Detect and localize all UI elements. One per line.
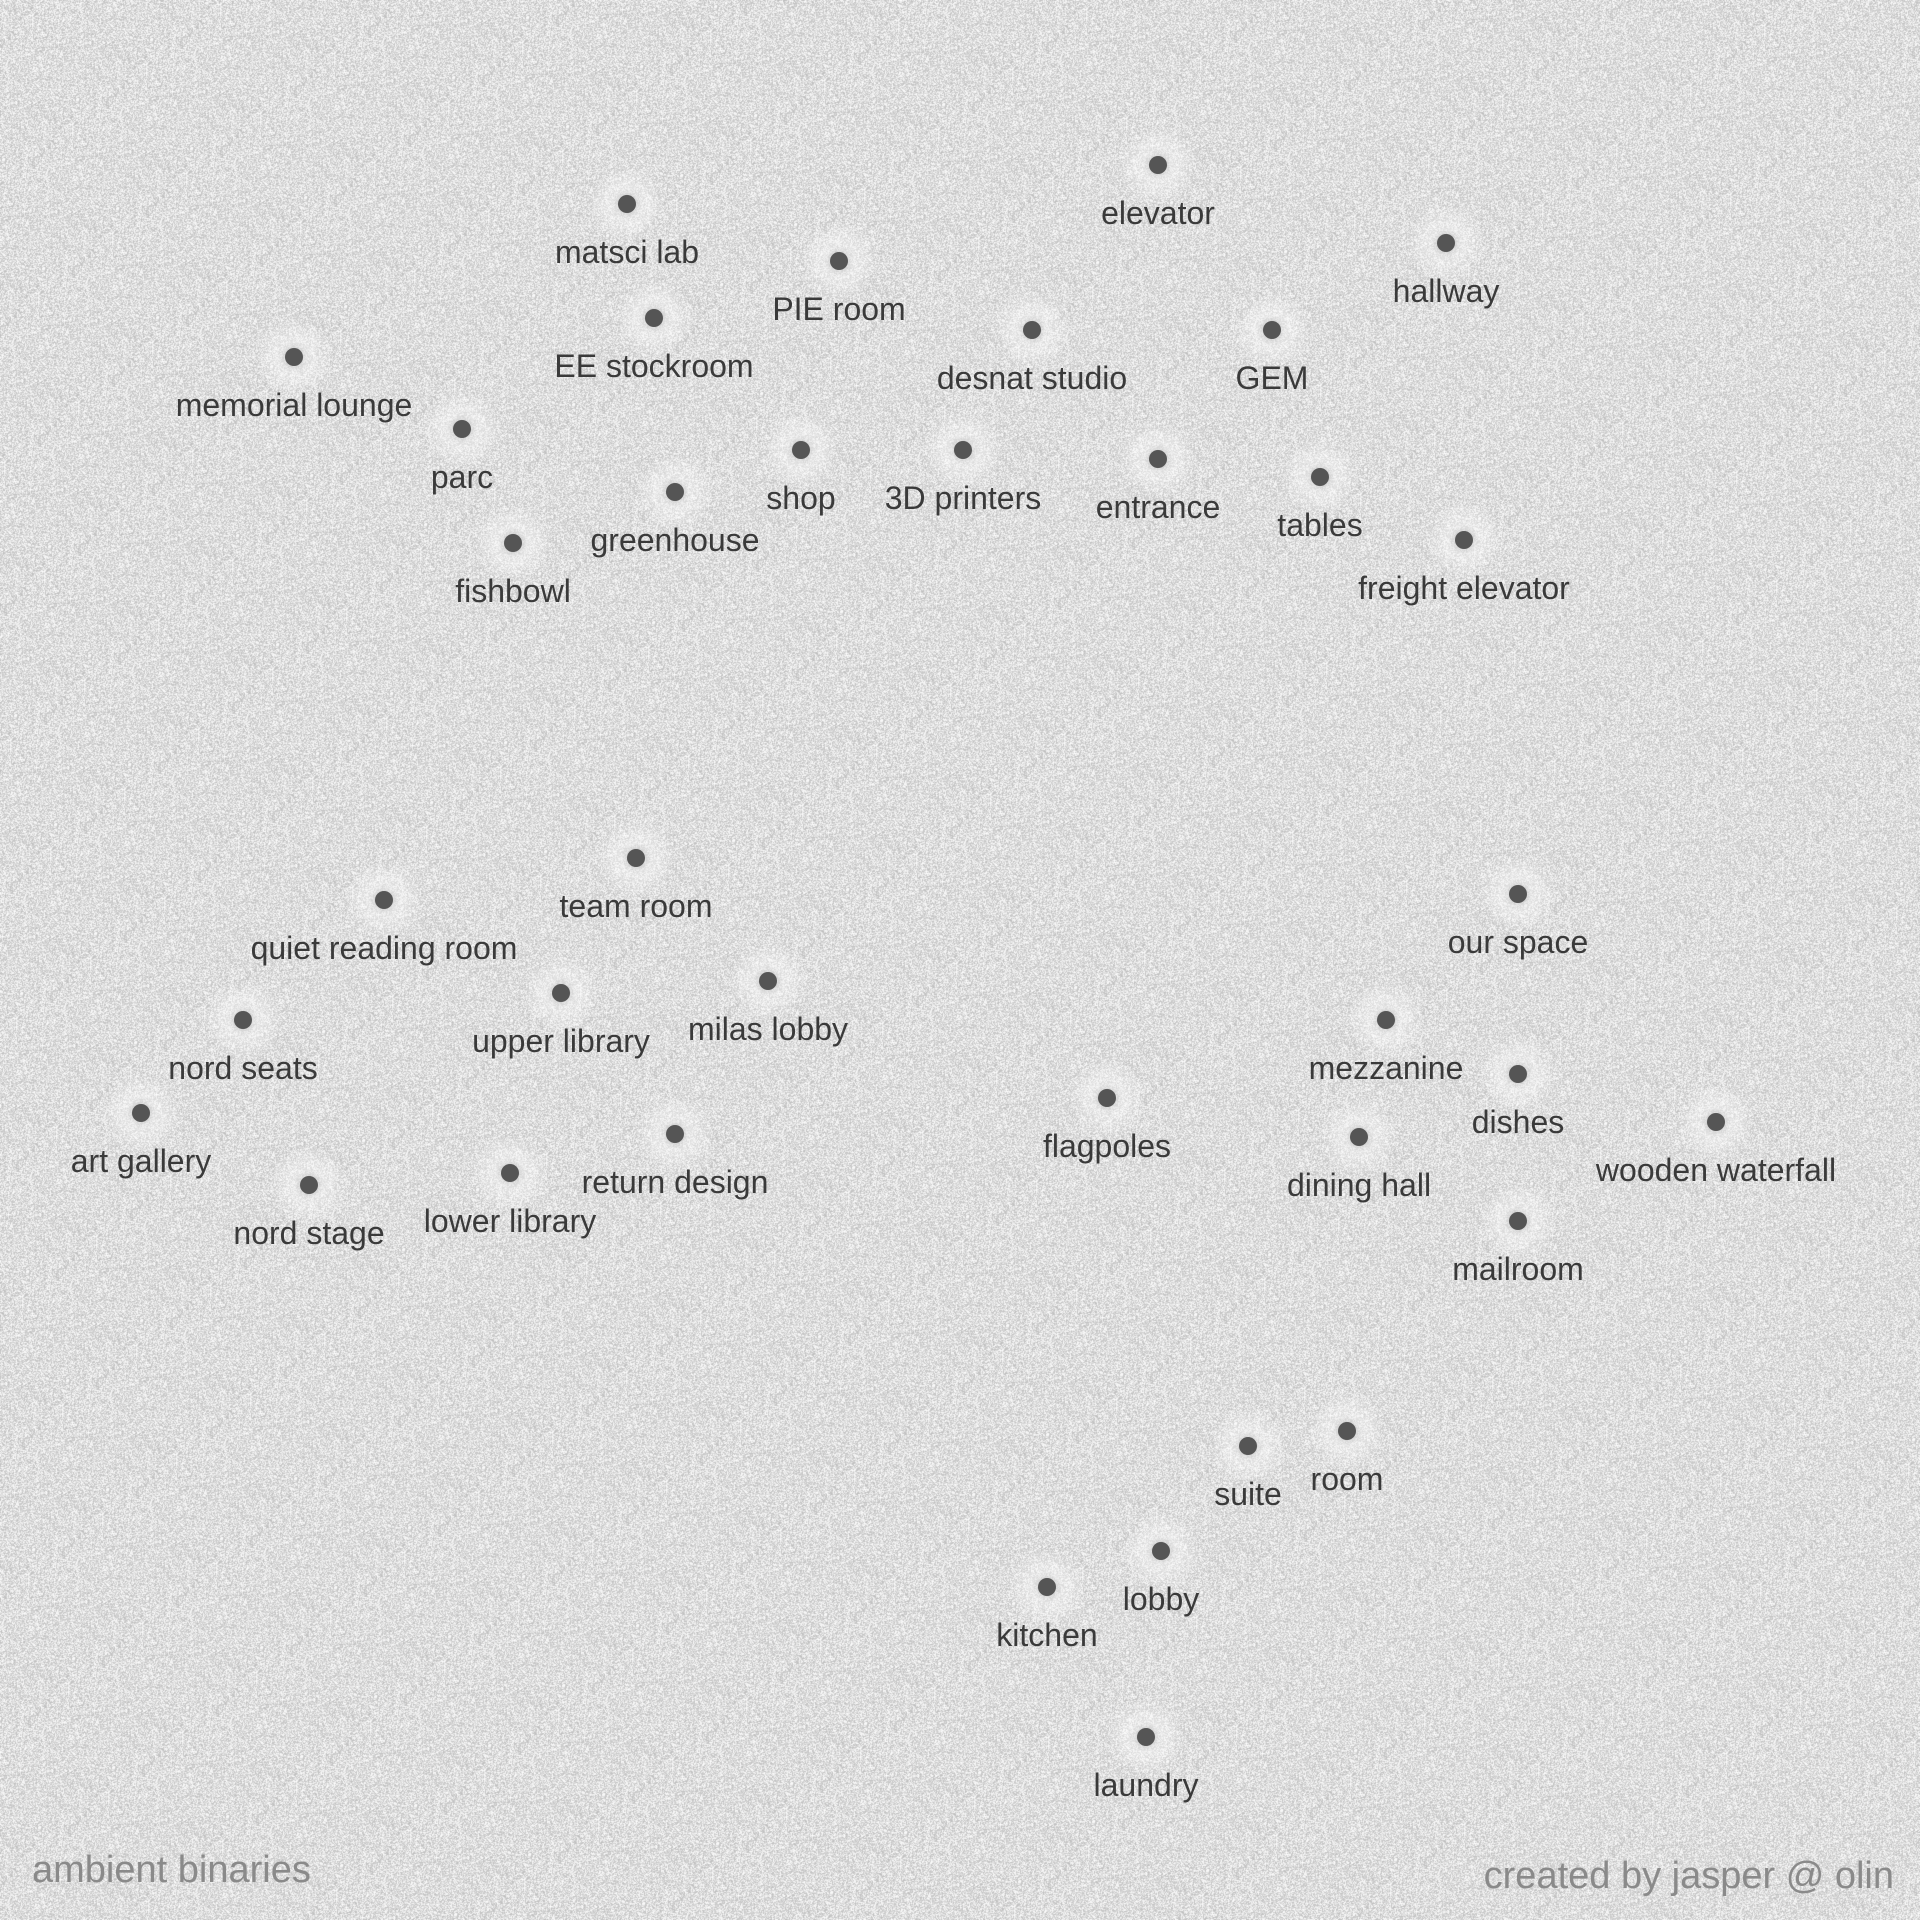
location-dot	[1038, 1578, 1056, 1596]
location-label: dishes	[1471, 1104, 1565, 1140]
location-dot	[552, 984, 570, 1002]
location-label: shop	[766, 480, 836, 516]
location-label: EE stockroom	[554, 348, 754, 384]
location-label: quiet reading room	[250, 930, 518, 966]
location-label: room	[1310, 1461, 1384, 1497]
location-dot	[1338, 1422, 1356, 1440]
location-dot	[1707, 1113, 1725, 1131]
location-dot	[645, 309, 663, 327]
location-label: milas lobby	[687, 1011, 849, 1047]
location-label: wooden waterfall	[1595, 1152, 1837, 1188]
location-label: upper library	[472, 1023, 650, 1059]
location-label: entrance	[1095, 489, 1221, 525]
location-dot	[285, 348, 303, 366]
location-label: return design	[581, 1164, 769, 1200]
location-dot	[627, 849, 645, 867]
location-label: suite	[1214, 1476, 1282, 1512]
location-label: GEM	[1235, 360, 1309, 396]
location-dot	[1350, 1128, 1368, 1146]
location-label: dining hall	[1286, 1167, 1432, 1203]
footer-credit: created by jasper @ olin	[1483, 1855, 1894, 1897]
location-dot	[830, 252, 848, 270]
location-label: memorial lounge	[175, 387, 413, 423]
location-dot	[666, 483, 684, 501]
location-dot	[375, 891, 393, 909]
location-dot	[132, 1104, 150, 1122]
location-label: 3D printers	[884, 480, 1042, 516]
location-label: laundry	[1093, 1767, 1199, 1803]
location-dot	[501, 1164, 519, 1182]
location-dot	[954, 441, 972, 459]
location-label: freight elevator	[1358, 570, 1570, 606]
location-label: elevator	[1101, 195, 1215, 231]
location-label: lobby	[1122, 1581, 1200, 1617]
location-dot	[1509, 885, 1527, 903]
location-label: kitchen	[996, 1617, 1098, 1653]
location-dot	[234, 1011, 252, 1029]
location-dot	[1455, 531, 1473, 549]
location-dot	[1149, 156, 1167, 174]
location-label: mailroom	[1452, 1251, 1584, 1287]
location-label: nord stage	[233, 1215, 385, 1251]
location-dot	[1149, 450, 1167, 468]
location-dot	[1377, 1011, 1395, 1029]
location-label: team room	[559, 888, 713, 924]
location-label: hallway	[1392, 273, 1500, 309]
location-label: mezzanine	[1308, 1050, 1464, 1086]
location-dot	[1509, 1065, 1527, 1083]
location-dot	[1152, 1542, 1170, 1560]
location-dot	[1239, 1437, 1257, 1455]
location-label: art gallery	[70, 1143, 212, 1179]
footer-title: ambient binaries	[32, 1849, 311, 1891]
location-dot	[618, 195, 636, 213]
location-dot	[1137, 1728, 1155, 1746]
location-dot	[453, 420, 471, 438]
location-label: greenhouse	[590, 522, 760, 558]
location-dot	[1311, 468, 1329, 486]
location-label: matsci lab	[554, 234, 700, 270]
location-dot	[1437, 234, 1455, 252]
location-label: parc	[430, 459, 494, 495]
location-dot	[759, 972, 777, 990]
location-dot	[1509, 1212, 1527, 1230]
location-label: lower library	[423, 1203, 597, 1239]
location-dot	[1098, 1089, 1116, 1107]
location-label: flagpoles	[1042, 1128, 1172, 1164]
location-dot	[666, 1125, 684, 1143]
location-dot	[1023, 321, 1041, 339]
location-dot	[792, 441, 810, 459]
location-label: PIE room	[772, 291, 906, 327]
location-label: nord seats	[168, 1050, 318, 1086]
location-label: our space	[1447, 924, 1589, 960]
location-dot	[1263, 321, 1281, 339]
location-label: desnat studio	[936, 360, 1128, 396]
location-label: fishbowl	[455, 573, 571, 609]
location-dot	[504, 534, 522, 552]
location-dot	[300, 1176, 318, 1194]
location-label: tables	[1277, 507, 1363, 543]
